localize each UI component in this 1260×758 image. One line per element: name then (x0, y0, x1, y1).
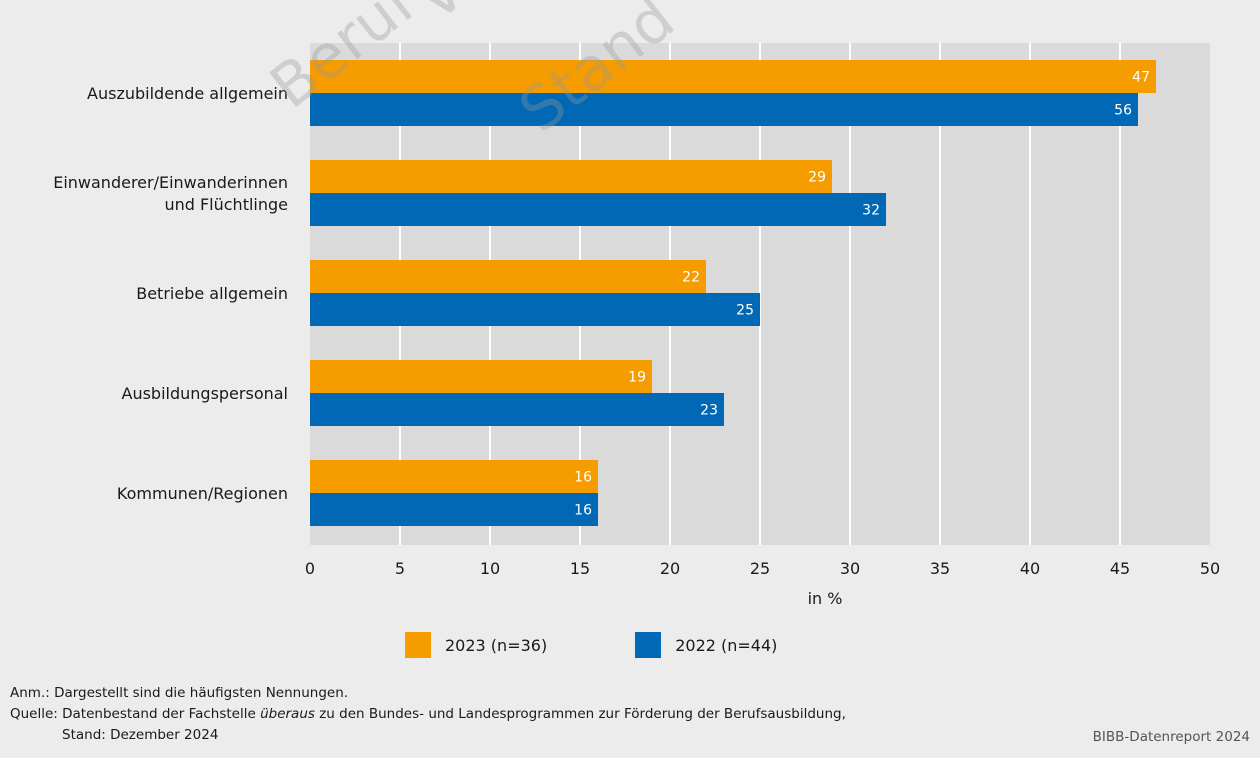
bars: 47 56 29 32 22 25 19 23 16 16 (310, 60, 1156, 526)
bar-2022 (310, 193, 886, 226)
x-tick-label: 30 (840, 559, 860, 578)
bar-2023 (310, 60, 1156, 93)
category-label: und Flüchtlinge (164, 195, 288, 214)
data-label: 22 (682, 270, 700, 286)
footnotes: Anm.: Dargestellt sind die häufigsten Ne… (10, 683, 846, 746)
bar-chart: 47 56 29 32 22 25 19 23 16 16 Auszubildende allge… (53, 43, 1220, 608)
note-anm: Anm.: Dargestellt sind die häufigsten Ne… (10, 685, 349, 701)
category-label: Ausbildungspersonal (122, 384, 289, 403)
data-label: 29 (808, 170, 826, 186)
category-label: Auszubildende allgemein (87, 84, 288, 103)
legend-item-2023: 2023 (n=36) (405, 632, 547, 658)
bar-2022 (310, 93, 1138, 126)
data-label: 47 (1132, 70, 1150, 86)
x-tick-label: 25 (750, 559, 770, 578)
legend-label-2022: 2022 (n=44) (675, 635, 778, 655)
data-label: 25 (736, 303, 754, 319)
data-label: 19 (628, 370, 646, 386)
x-tick-label: 20 (660, 559, 680, 578)
data-label: 56 (1114, 103, 1132, 119)
legend-swatch-2023 (405, 632, 431, 658)
x-axis-label: in % (808, 589, 843, 608)
note-stand: Stand: Dezember 2024 (62, 727, 219, 743)
data-label: 16 (574, 470, 592, 486)
x-tick-label: 0 (305, 559, 315, 578)
bar-2022 (310, 293, 760, 326)
legend: 2023 (n=36) 2022 (n=44) (405, 632, 777, 658)
x-tick-label: 15 (570, 559, 590, 578)
bar-2022 (310, 493, 598, 526)
note-quelle: Quelle: Datenbestand der Fachstelle über… (10, 704, 846, 725)
category-label: Kommunen/Regionen (117, 484, 288, 503)
category-labels: Auszubildende allgemein Einwanderer/Einwa… (53, 84, 288, 503)
category-label: Einwanderer/Einwanderinnen (53, 173, 288, 192)
data-label: 23 (700, 403, 718, 419)
bar-2023 (310, 360, 652, 393)
bar-2023 (310, 260, 706, 293)
bar-2022 (310, 393, 724, 426)
x-tick-label: 50 (1200, 559, 1220, 578)
x-tick-labels: 0 5 10 15 20 25 30 35 40 45 50 (305, 559, 1220, 578)
quelle-italic: überaus (260, 706, 315, 722)
legend-label-2023: 2023 (n=36) (445, 635, 548, 655)
x-tick-label: 45 (1110, 559, 1130, 578)
x-tick-label: 5 (395, 559, 405, 578)
quelle-prefix: Quelle: Datenbestand der Fachstelle (10, 706, 261, 722)
legend-item-2022: 2022 (n=44) (635, 632, 777, 658)
x-tick-label: 10 (480, 559, 500, 578)
data-label: 32 (862, 203, 880, 219)
data-label: 16 (574, 503, 592, 519)
legend-swatch-2022 (635, 632, 662, 658)
bar-2023 (310, 160, 832, 193)
x-tick-label: 35 (930, 559, 950, 578)
bar-2023 (310, 460, 598, 493)
x-tick-label: 40 (1020, 559, 1040, 578)
quelle-suffix: zu den Bundes- und Landesprogrammen zur … (314, 706, 846, 722)
category-label: Betriebe allgemein (136, 284, 288, 303)
report-label: BIBB-Datenreport 2024 (1092, 729, 1250, 745)
